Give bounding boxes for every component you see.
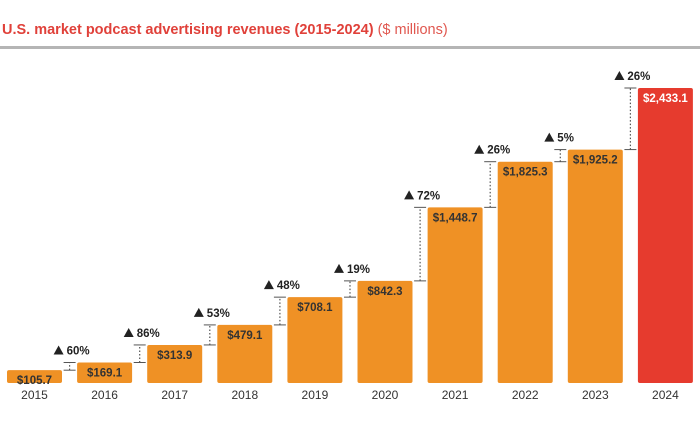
value-label-2015: $105.7	[17, 375, 52, 387]
up-triangle-icon	[404, 190, 415, 200]
x-tick-2016: 2016	[91, 388, 118, 402]
bar-2018	[217, 324, 273, 383]
up-triangle-icon	[193, 307, 204, 317]
growth-label-2016: 60%	[67, 345, 90, 357]
x-tick-2017: 2017	[161, 388, 188, 402]
bar-2019	[287, 297, 343, 383]
bar-2022	[497, 161, 553, 383]
bar-2021	[427, 207, 483, 383]
up-triangle-icon	[334, 263, 344, 273]
growth-label-2020: 19%	[347, 264, 370, 276]
x-tick-2020: 2020	[372, 388, 399, 402]
growth-label-2017: 86%	[137, 328, 160, 340]
value-label-2016: $169.1	[87, 367, 123, 379]
x-tick-2022: 2022	[512, 388, 539, 402]
value-label-2017: $313.9	[157, 350, 192, 362]
up-triangle-icon	[614, 71, 625, 80]
value-label-2022: $1,825.3	[503, 167, 548, 179]
value-label-2024: $2,433.1	[643, 93, 688, 105]
growth-label-2023: 5%	[557, 133, 574, 145]
bar-2023	[567, 149, 623, 383]
up-triangle-icon	[263, 280, 274, 290]
x-tick-2015: 2015	[21, 388, 48, 402]
up-triangle-icon	[53, 345, 64, 355]
growth-label-2018: 53%	[207, 308, 230, 320]
up-triangle-icon	[474, 144, 485, 154]
growth-label-2021: 72%	[417, 190, 440, 202]
x-tick-2019: 2019	[302, 388, 329, 402]
bar-2024	[637, 88, 693, 383]
up-triangle-icon	[544, 132, 555, 142]
value-label-2021: $1,448.7	[433, 212, 478, 224]
growth-label-2024: 26%	[627, 71, 650, 83]
up-triangle-icon	[123, 327, 134, 337]
bar-2017	[147, 344, 203, 383]
value-label-2019: $708.1	[297, 302, 333, 314]
value-label-2020: $842.3	[367, 286, 402, 298]
value-label-2018: $479.1	[227, 330, 263, 342]
value-label-2023: $1,925.2	[573, 155, 618, 167]
bar-2016	[77, 362, 133, 383]
bar-2015	[7, 370, 62, 383]
bar-2020	[357, 280, 413, 383]
growth-label-2019: 48%	[277, 280, 300, 292]
title-divider	[0, 46, 700, 49]
x-tick-2021: 2021	[442, 388, 469, 402]
chart-title: U.S. market podcast advertising revenues…	[2, 22, 448, 38]
growth-label-2022: 26%	[487, 145, 510, 157]
x-tick-2018: 2018	[231, 388, 258, 402]
x-tick-2023: 2023	[582, 388, 609, 402]
x-tick-2024: 2024	[652, 388, 679, 402]
